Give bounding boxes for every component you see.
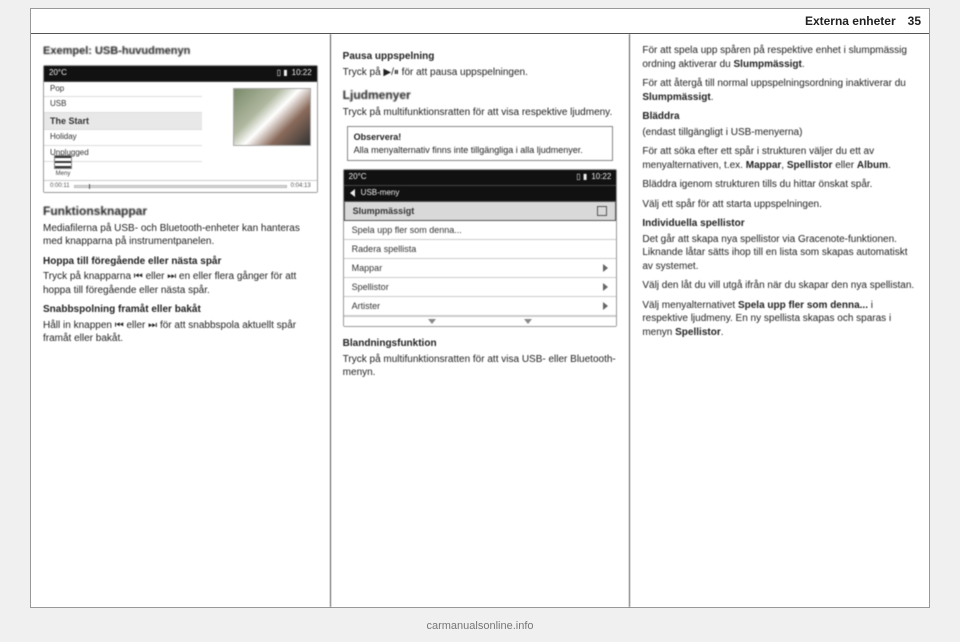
track-row: Holiday [44,130,202,146]
menu-row: Artister [344,297,617,316]
heading-snabb: Snabbspolning framåt eller bakåt [43,303,318,317]
track-row: Pop [44,82,202,98]
menu-label: Meny [50,170,76,178]
heading-blandning: Blandningsfunktion [343,337,618,351]
paragraph: Tryck på knapparna ⏮ eller ⏭ en eller fl… [43,270,318,297]
device-menu-title: USB-meny [361,188,400,199]
content-columns: Exempel: USB-huvudmenyn 20°C ▯ ▮ 10:22 P… [31,33,929,607]
paragraph: Välj ett spår för att starta uppspelning… [642,198,917,212]
chevron-down-icon [524,319,532,324]
heading-bladdra: Bläddra [642,110,917,124]
note-box: Observera! Alla menyalternativ finns int… [347,126,614,161]
paragraph: För att söka efter ett spår i strukturen… [642,145,917,172]
heading-skip: Hoppa till föregående eller nästa spår [43,255,318,269]
usb-player-screenshot: 20°C ▯ ▮ 10:22 PopUSBThe StartHolidayUnp… [43,65,318,193]
example-heading: Exempel: USB-huvudmenyn [43,44,318,59]
paragraph: Bläddra igenom strukturen tills du hitta… [642,178,917,192]
menu-row-label: Slumpmässigt [353,205,415,217]
menu-row: Spela upp fler som denna... [344,221,617,240]
clock-readout: 10:22 [292,68,312,79]
paragraph: Mediafilerna på USB- och Bluetooth-enhet… [43,222,318,249]
checkbox-icon [597,206,607,216]
progress-bar: 0:00:11 0:04:13 [44,180,317,192]
temp-readout: 20°C [49,68,67,79]
chevron-right-icon [603,264,608,272]
note-body: Alla menyalternativ finns inte tillgängl… [354,145,583,155]
device-statusbar: 20°C ▯ ▮ 10:22 [44,66,317,82]
paragraph: Välj menyalternativet Spela upp fler som… [642,299,917,340]
chevron-down-icon [428,319,436,324]
heading-funktionsknappar: Funktionsknappar [43,203,318,219]
clock-readout: 10:22 [591,172,611,183]
heading-individuella: Individuella spellistor [642,217,917,231]
paragraph: Håll in knappen ⏮ eller ⏭ för att snabbs… [43,319,318,346]
subheading-bladdra: (endast tillgängligt i USB-menyerna) [642,126,917,140]
menu-row: Radera spellista [344,240,617,259]
paragraph: För att spela upp spåren på respektive e… [642,44,917,71]
chapter-title: Externa enheter [805,14,896,28]
chevron-right-icon [603,302,608,310]
page-header: Externa enheter 35 [31,9,929,33]
track-row: USB [44,97,202,113]
device-menu-title-bar: USB-meny [344,186,617,201]
paragraph: Tryck på multifunktionsratten för att vi… [343,353,618,380]
album-art [233,88,311,146]
column-1: Exempel: USB-huvudmenyn 20°C ▯ ▮ 10:22 P… [31,34,331,607]
scroll-hint [344,316,617,326]
menu-row-label: Artister [352,300,381,312]
progress-track [74,185,287,188]
menu-list: Slumpmässigt Spela upp fler som denna... R… [344,201,617,317]
menu-row: Slumpmässigt [344,201,617,221]
paragraph: Det går att skapa nya spellistor via Gra… [642,233,917,274]
menu-row-label: Mappar [352,262,383,274]
note-title: Observera! [354,131,607,143]
menu-row: Mappar [344,259,617,278]
column-3: För att spela upp spåren på respektive e… [630,34,929,607]
page-number: 35 [908,14,921,28]
menu-icon [54,155,72,169]
paragraph: Tryck på multifunktionsratten för att vi… [343,106,618,120]
menu-row: Spellistor [344,278,617,297]
progress-marker [89,184,90,189]
menu-row-label: Spellistor [352,281,389,293]
device-body: Slumpmässigt Spela upp fler som denna... R… [344,201,617,327]
paragraph: För att återgå till normal uppspelningso… [642,77,917,104]
temp-readout: 20°C [349,172,367,183]
track-row: The Start [44,113,202,130]
menu-row-label: Radera spellista [352,243,417,255]
signal-icon: ▯ ▮ [576,172,587,183]
signal-icon: ▯ ▮ [277,68,288,79]
elapsed-time: 0:00:11 [50,182,70,190]
column-2: Pausa uppspelning Tryck på ▶/⏸ för att p… [331,34,631,607]
manual-page: Externa enheter 35 Exempel: USB-huvudmen… [30,8,930,608]
watermark: carmanualsonline.info [0,620,960,632]
heading-ljudmenyer: Ljudmenyer [343,87,618,103]
heading-pause: Pausa uppspelning [343,50,618,64]
menu-button: Meny [50,155,76,178]
usb-menu-screenshot: 20°C ▯ ▮ 10:22 USB-meny Slumpmässigt Spel… [343,169,618,327]
total-time: 0:04:13 [291,182,311,190]
menu-row-label: Spela upp fler som denna... [352,224,462,236]
chevron-right-icon [603,283,608,291]
device-statusbar: 20°C ▯ ▮ 10:22 [344,170,617,186]
paragraph: Tryck på ▶/⏸ för att pausa uppspelningen… [343,66,618,80]
back-icon [350,189,355,197]
device-body: PopUSBThe StartHolidayUnplugged Meny 0:0… [44,82,317,192]
paragraph: Välj den låt du vill utgå ifrån när du s… [642,279,917,293]
